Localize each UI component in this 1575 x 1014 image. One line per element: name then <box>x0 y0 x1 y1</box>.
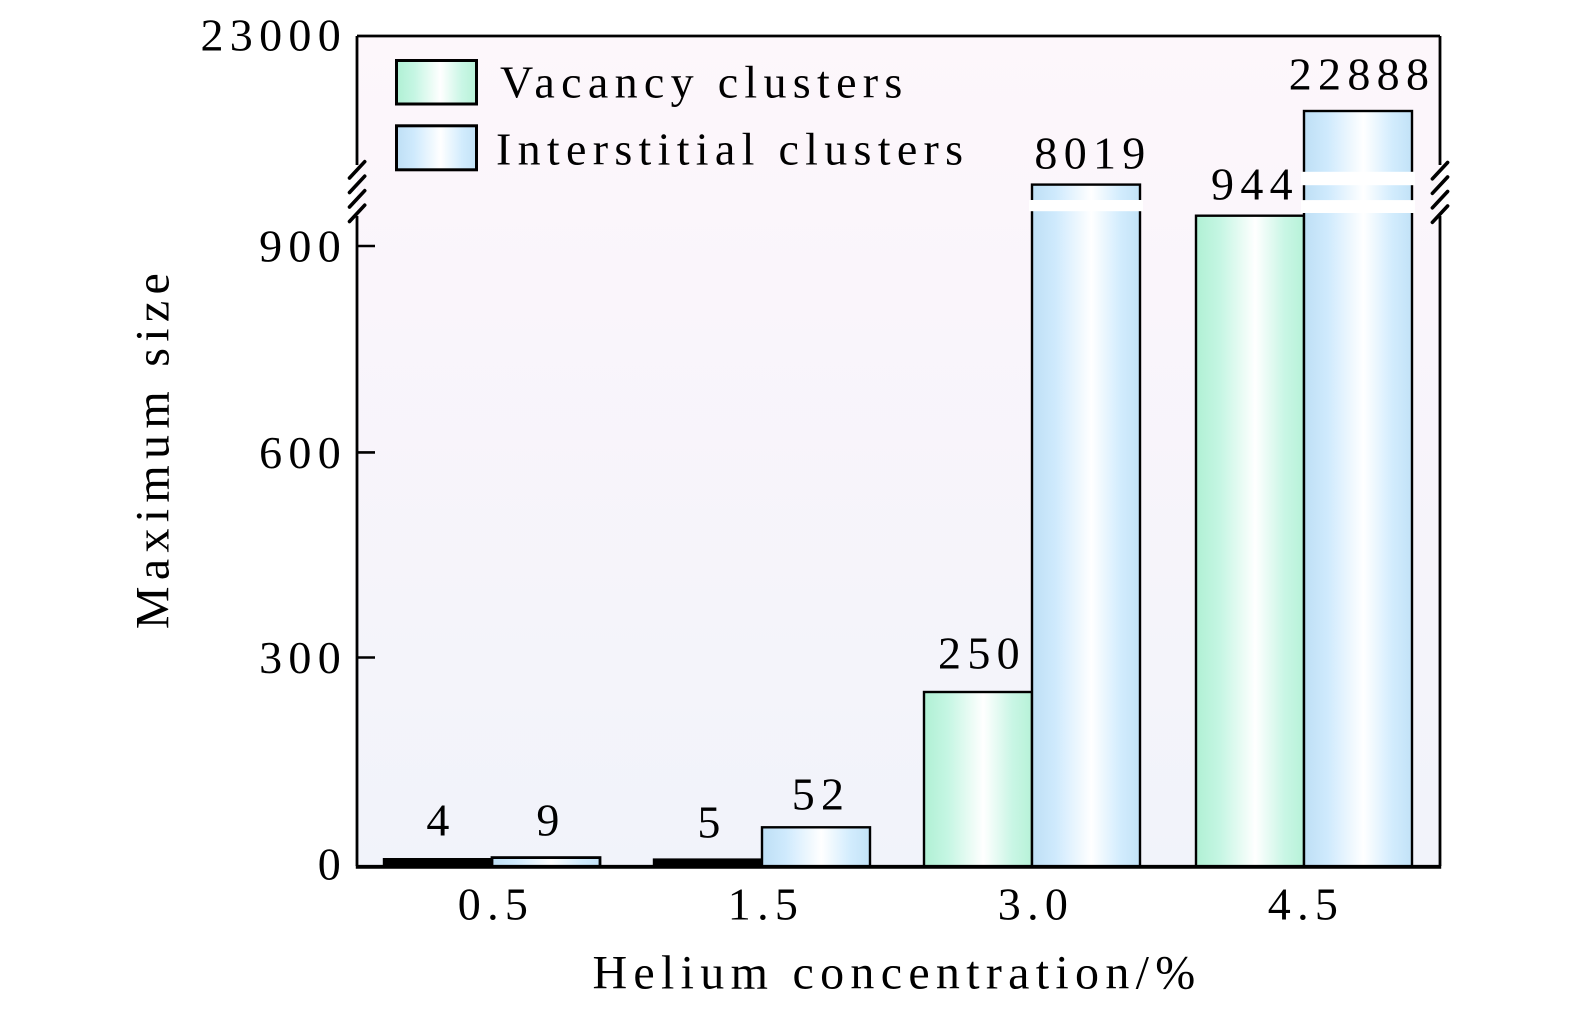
svg-text:3.0: 3.0 <box>998 879 1074 930</box>
svg-text:Helium concentration/%: Helium concentration/% <box>592 947 1201 1000</box>
svg-text:4: 4 <box>426 795 455 846</box>
svg-text:52: 52 <box>792 769 851 820</box>
svg-text:0: 0 <box>318 839 347 890</box>
svg-text:300: 300 <box>259 632 347 683</box>
svg-text:Maximum size: Maximum size <box>127 267 180 629</box>
svg-text:23000: 23000 <box>201 10 348 61</box>
svg-text:4.5: 4.5 <box>1268 879 1344 930</box>
svg-text:1.5: 1.5 <box>728 879 804 930</box>
svg-text:944: 944 <box>1211 159 1299 210</box>
svg-text:Interstitial clusters: Interstitial clusters <box>496 124 969 175</box>
svg-text:9: 9 <box>536 795 565 846</box>
svg-text:8019: 8019 <box>1034 128 1151 179</box>
svg-text:Vacancy clusters: Vacancy clusters <box>500 57 909 108</box>
svg-text:250: 250 <box>938 628 1026 679</box>
svg-text:600: 600 <box>259 427 347 478</box>
svg-text:0.5: 0.5 <box>458 879 534 930</box>
svg-text:900: 900 <box>259 221 347 272</box>
svg-text:22888: 22888 <box>1289 49 1436 100</box>
svg-text:5: 5 <box>697 797 726 848</box>
